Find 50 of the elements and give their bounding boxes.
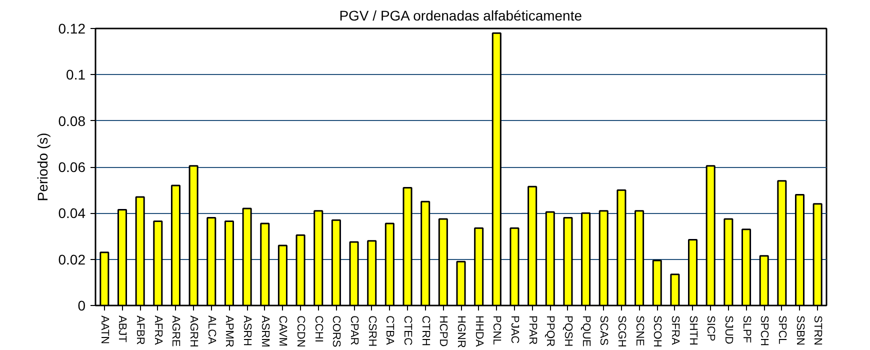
x-tick-label: AATN: [98, 316, 110, 344]
x-tick-label: CSRH: [366, 316, 378, 347]
x-tick-label: CTBA: [384, 316, 396, 346]
x-tick-label: PPAR: [526, 316, 538, 345]
y-tick-label: 0.06: [58, 159, 86, 175]
x-tick-label: AGRH: [188, 316, 200, 348]
y-tick-label: 0.04: [58, 205, 86, 222]
x-tick-label: PJAC: [508, 316, 520, 344]
x-tick-label: SCGH: [615, 316, 628, 348]
x-tick-label: ALCA: [205, 316, 218, 345]
x-tick-label: STRN: [812, 316, 824, 346]
y-axis-title: Periodo (s): [34, 132, 50, 202]
x-tick-label: HHDA: [472, 316, 485, 348]
x-tick-label: AGRE: [170, 316, 182, 347]
x-tick-label: SPCL: [776, 316, 788, 344]
x-tick-label: PCNL: [490, 316, 503, 345]
x-tick-label: SFRA: [668, 316, 681, 346]
x-tick-label: AFRA: [152, 316, 164, 346]
x-tick-label: CTEC: [402, 316, 414, 346]
x-tick-label: CCHI: [312, 316, 324, 342]
x-tick-label: ASRH: [241, 316, 254, 346]
chart-title: PGV / PGA ordenadas alfabéticamente: [339, 8, 582, 24]
x-tick-label: HCPD: [437, 316, 450, 347]
x-tick-label: HGNR: [455, 316, 467, 348]
x-tick-label: PQUE: [580, 316, 592, 347]
x-tick-label: ASRM: [258, 316, 271, 348]
x-tick-label: ABJT: [116, 316, 128, 343]
y-tick-label: 0.12: [58, 20, 86, 36]
x-tick-label: SJUD: [722, 316, 734, 344]
y-tick-label: 0.08: [58, 112, 86, 129]
x-tick-label: SCNE: [633, 316, 646, 346]
x-tick-label: SHTH: [686, 316, 699, 346]
x-tick-label: AFBR: [134, 316, 146, 345]
x-tick-label: CPAR: [348, 316, 360, 346]
y-tick-label: 0.02: [58, 251, 86, 268]
y-tick-label: 0.1: [66, 66, 86, 83]
x-tick-label: CAVM: [276, 316, 289, 346]
x-tick-label: SPCH: [758, 316, 770, 346]
x-tick-label: CORS: [330, 316, 342, 348]
x-tick-label: SLPF: [740, 316, 752, 344]
x-tick-label: PPQR: [544, 316, 556, 347]
x-tick-label: APMR: [223, 316, 236, 348]
y-tick-label: 0: [78, 298, 86, 314]
x-tick-label: SCOH: [651, 316, 664, 348]
x-tick-label: CTRH: [419, 316, 432, 346]
x-tick-label: SICP: [704, 316, 717, 342]
x-tick-label: CCDN: [294, 316, 307, 348]
x-tick-label: SSBN: [794, 316, 806, 346]
x-tick-label: SCAS: [598, 316, 610, 346]
x-tick-label: PQSH: [562, 316, 574, 347]
